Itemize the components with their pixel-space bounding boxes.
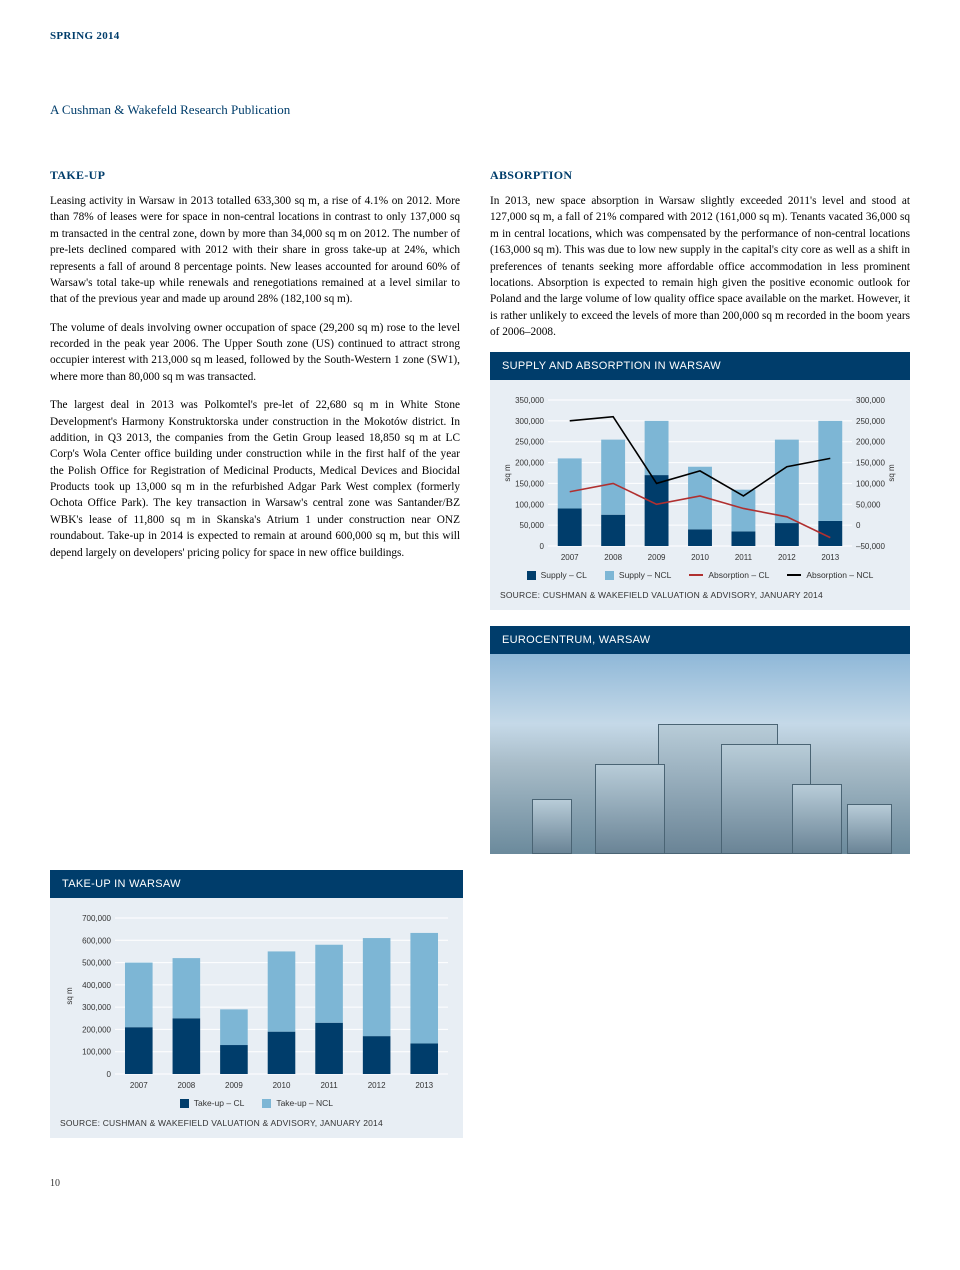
- svg-text:100,000: 100,000: [515, 501, 544, 510]
- takeup-chart-title: TAKE-UP IN WARSAW: [50, 870, 463, 898]
- takeup-p1: Leasing activity in Warsaw in 2013 total…: [50, 193, 460, 308]
- svg-text:0: 0: [856, 522, 861, 531]
- takeup-p2: The volume of deals involving owner occu…: [50, 320, 460, 386]
- svg-text:300,000: 300,000: [82, 1004, 111, 1013]
- svg-text:2010: 2010: [691, 553, 709, 562]
- svg-text:2009: 2009: [225, 1081, 243, 1090]
- svg-text:200,000: 200,000: [515, 459, 544, 468]
- supply-chart-panel: SUPPLY AND ABSORPTION IN WARSAW 0 50,000 1…: [490, 352, 910, 610]
- svg-text:2013: 2013: [415, 1081, 433, 1090]
- svg-text:100,000: 100,000: [82, 1048, 111, 1057]
- svg-text:2012: 2012: [368, 1081, 386, 1090]
- photo-image: [490, 654, 910, 854]
- svg-text:2010: 2010: [273, 1081, 291, 1090]
- supply-chart-box: 0 50,000 100,000 150,000 200,000 250,000 300,0…: [490, 380, 910, 610]
- photo-title: EUROCENTRUM, WARSAW: [490, 626, 910, 654]
- svg-text:2013: 2013: [821, 553, 839, 562]
- takeup-p3: The largest deal in 2013 was Polkomtel's…: [50, 397, 460, 561]
- right-column: ABSORPTION In 2013, new space absorption…: [490, 168, 910, 854]
- svg-text:250,000: 250,000: [515, 438, 544, 447]
- svg-text:300,000: 300,000: [515, 417, 544, 426]
- page-header: SPRING 2014: [50, 30, 910, 42]
- svg-text:500,000: 500,000: [82, 959, 111, 968]
- svg-text:2007: 2007: [561, 553, 579, 562]
- svg-text:2011: 2011: [320, 1081, 338, 1090]
- takeup-chart-source: SOURCE: CUSHMAN & WAKEFIELD VALUATION & …: [60, 1118, 453, 1128]
- svg-text:150,000: 150,000: [515, 480, 544, 489]
- svg-text:100,000: 100,000: [856, 480, 885, 489]
- takeup-title: TAKE-UP: [50, 168, 460, 183]
- svg-text:2009: 2009: [648, 553, 666, 562]
- takeup-chart-svg: 0 100,000 200,000 300,000 400,000 500,000 600,…: [60, 912, 460, 1092]
- svg-text:400,000: 400,000: [82, 981, 111, 990]
- svg-text:sq m: sq m: [887, 464, 896, 482]
- page-number: 10: [50, 1178, 910, 1189]
- svg-text:sq m: sq m: [65, 987, 74, 1005]
- svg-text:300,000: 300,000: [856, 396, 885, 405]
- svg-text:350,000: 350,000: [515, 396, 544, 405]
- svg-text:2008: 2008: [177, 1081, 195, 1090]
- publication-line: A Cushman & Wakefeld Research Publicatio…: [50, 102, 910, 118]
- svg-text:0: 0: [540, 542, 545, 551]
- takeup-chart-legend: Take-up – CLTake-up – NCL: [60, 1098, 453, 1108]
- svg-text:200,000: 200,000: [856, 438, 885, 447]
- svg-text:0: 0: [107, 1070, 112, 1079]
- svg-text:sq m: sq m: [503, 464, 512, 482]
- svg-text:200,000: 200,000: [82, 1026, 111, 1035]
- left-column: TAKE-UP Leasing activity in Warsaw in 20…: [50, 168, 460, 854]
- absorption-title: ABSORPTION: [490, 168, 910, 183]
- takeup-chart-panel: TAKE-UP IN WARSAW 0 100,000 200,000 300,000…: [50, 870, 463, 1138]
- supply-chart-legend: Supply – CLSupply – NCLAbsorption – CLAb…: [500, 570, 900, 580]
- svg-text:50,000: 50,000: [520, 522, 545, 531]
- svg-text:600,000: 600,000: [82, 937, 111, 946]
- svg-text:–50,000: –50,000: [856, 542, 885, 551]
- photo-panel: EUROCENTRUM, WARSAW: [490, 626, 910, 854]
- supply-chart-title: SUPPLY AND ABSORPTION IN WARSAW: [490, 352, 910, 380]
- supply-chart-svg: 0 50,000 100,000 150,000 200,000 250,000 300,0…: [500, 394, 900, 564]
- svg-text:150,000: 150,000: [856, 459, 885, 468]
- svg-text:2012: 2012: [778, 553, 796, 562]
- svg-text:250,000: 250,000: [856, 417, 885, 426]
- supply-chart-source: SOURCE: CUSHMAN & WAKEFIELD VALUATION & …: [500, 590, 900, 600]
- absorption-p1: In 2013, new space absorption in Warsaw …: [490, 193, 910, 340]
- svg-text:2007: 2007: [130, 1081, 148, 1090]
- svg-text:700,000: 700,000: [82, 914, 111, 923]
- svg-text:50,000: 50,000: [856, 501, 881, 510]
- svg-text:2008: 2008: [604, 553, 622, 562]
- svg-text:2011: 2011: [735, 553, 753, 562]
- takeup-chart-box: 0 100,000 200,000 300,000 400,000 500,000 600,…: [50, 898, 463, 1138]
